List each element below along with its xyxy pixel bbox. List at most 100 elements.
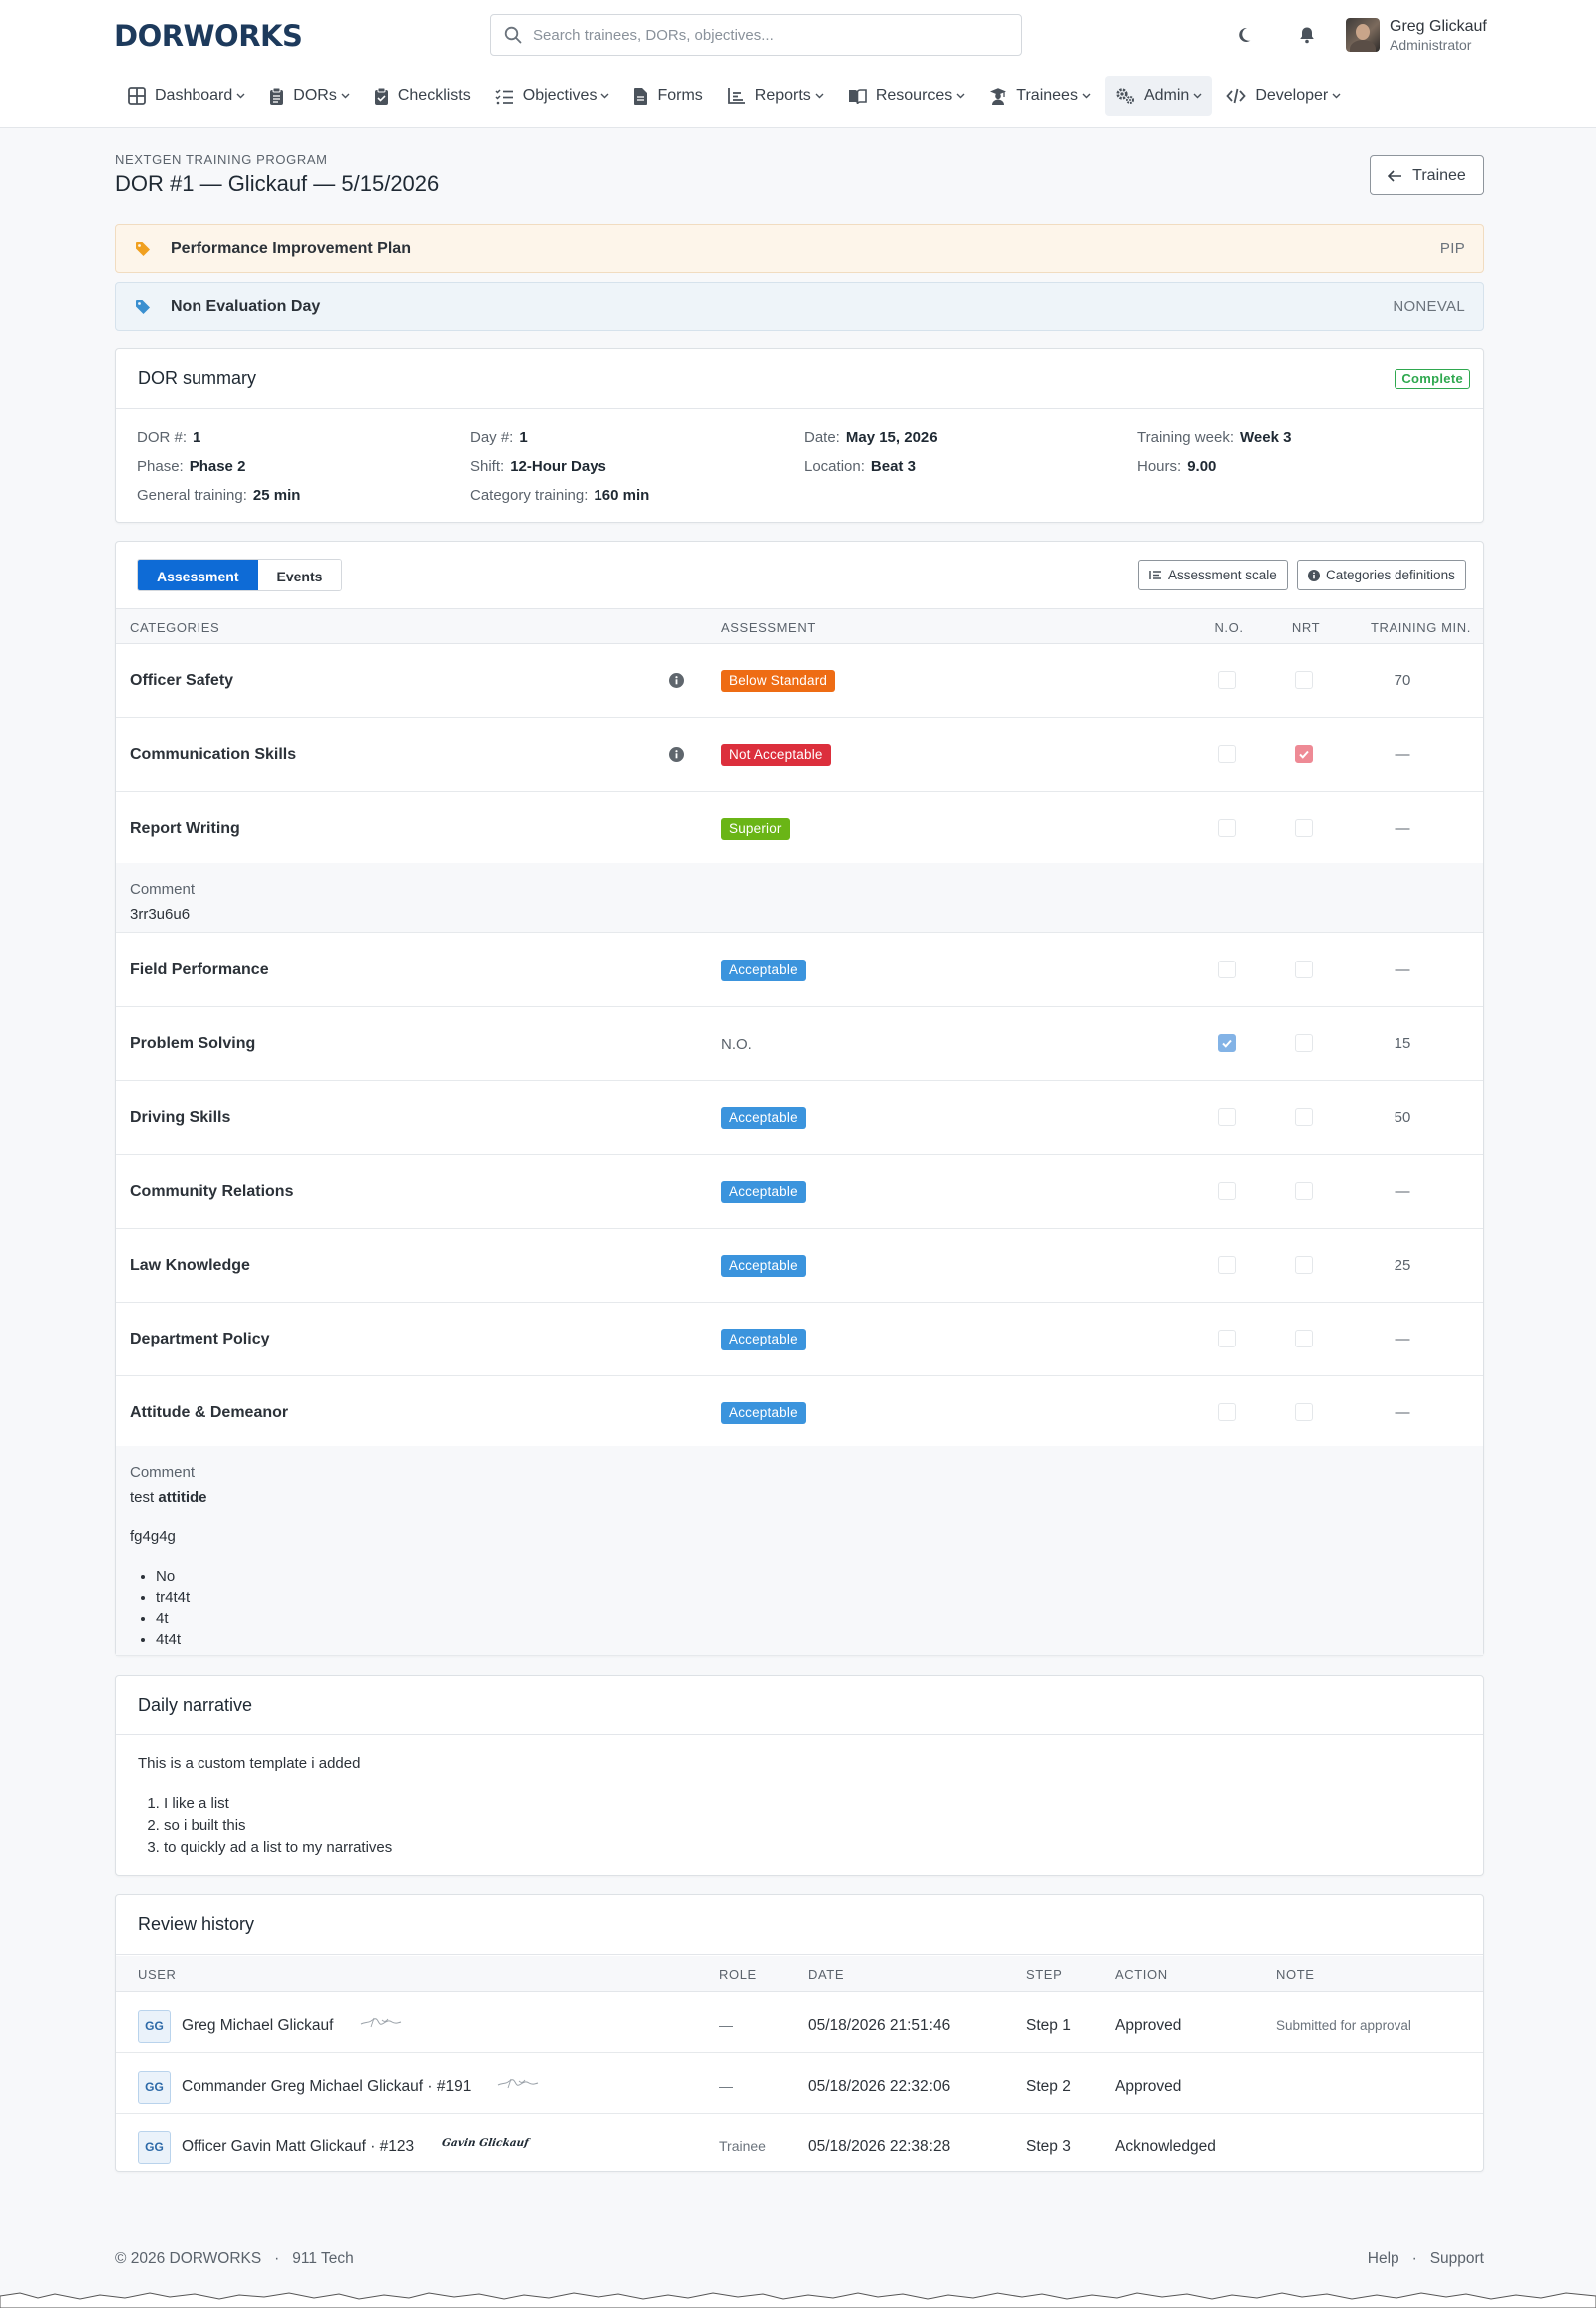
no-checkbox[interactable] <box>1218 1034 1236 1052</box>
user-menu[interactable]: Greg Glickauf Administrator <box>1346 16 1487 54</box>
info-circle-icon[interactable] <box>669 747 684 762</box>
training-minutes: 15 <box>1394 1035 1411 1052</box>
list-item: so i built this <box>164 1815 392 1837</box>
banner-label: Performance Improvement Plan <box>171 239 411 257</box>
list-item: 4t <box>156 1608 190 1629</box>
nav-label: Objectives <box>522 87 598 104</box>
no-checkbox[interactable] <box>1218 1330 1236 1347</box>
categories-definitions-button[interactable]: Categories definitions <box>1297 560 1466 590</box>
card-title: Daily narrative <box>116 1676 1483 1735</box>
review-step: Step 1 <box>1026 2017 1071 2034</box>
nav-dashboard[interactable]: Dashboard <box>118 76 255 116</box>
nrt-checkbox[interactable] <box>1295 1330 1313 1347</box>
assessment-tabs: Assessment Events <box>137 559 343 591</box>
gears-icon <box>1115 87 1135 105</box>
nav-label: Developer <box>1255 87 1329 104</box>
no-checkbox[interactable] <box>1218 1403 1236 1421</box>
category-name: Law Knowledge <box>130 1257 250 1274</box>
button-label: Categories definitions <box>1326 568 1455 582</box>
table-row: Communication Skills Not Acceptable — <box>116 718 1483 792</box>
program-kicker: NEXTGEN TRAINING PROGRAM <box>115 152 328 167</box>
category-name: Problem Solving <box>130 1035 256 1052</box>
tab-assessment[interactable]: Assessment <box>138 560 258 590</box>
nav-label: Checklists <box>397 87 471 104</box>
comment-text-line2: fg4g4g <box>130 1528 176 1545</box>
info-circle-icon[interactable] <box>669 673 684 688</box>
list-item: 4t4t <box>156 1629 190 1650</box>
no-checkbox[interactable] <box>1218 819 1236 837</box>
brand-logo[interactable]: DORWORKS <box>114 19 303 53</box>
notifications-button[interactable] <box>1295 23 1319 47</box>
no-checkbox[interactable] <box>1218 1108 1236 1126</box>
nrt-checkbox[interactable] <box>1295 819 1313 837</box>
nrt-checkbox[interactable] <box>1295 1108 1313 1126</box>
col-action: ACTION <box>1115 1967 1168 1982</box>
narrative-list: I like a list so i built this to quickly… <box>164 1793 392 1859</box>
main-nav: Dashboard DORs Checklists Objectives For… <box>118 76 1355 116</box>
bell-icon <box>1299 26 1315 44</box>
col-nrt: NRT <box>1291 620 1321 635</box>
dark-mode-toggle[interactable] <box>1235 23 1259 47</box>
table-row: Field Performance Acceptable — <box>116 934 1483 1007</box>
nrt-checkbox[interactable] <box>1295 745 1313 763</box>
nav-objectives[interactable]: Objectives <box>485 76 620 116</box>
table-row: GG Greg Michael Glickauf — 05/18/2026 21… <box>116 1992 1483 2053</box>
nrt-checkbox[interactable] <box>1295 1403 1313 1421</box>
assessment-table-header: CATEGORIES ASSESSMENT N.O. NRT TRAINING … <box>116 608 1483 644</box>
table-row: Problem Solving N.O. 15 <box>116 1007 1483 1081</box>
avatar <box>1346 18 1380 52</box>
summary-week: Training week: Week 3 <box>1137 429 1292 446</box>
back-to-trainee-button[interactable]: Trainee <box>1370 155 1484 195</box>
nav-forms[interactable]: Forms <box>623 76 712 116</box>
nrt-checkbox[interactable] <box>1295 1034 1313 1052</box>
list-item: No <box>156 1566 190 1587</box>
rating-badge: Not Acceptable <box>721 744 831 766</box>
nrt-checkbox[interactable] <box>1295 1256 1313 1274</box>
tab-events[interactable]: Events <box>257 560 342 590</box>
category-name: Report Writing <box>130 820 240 837</box>
no-checkbox[interactable] <box>1218 1256 1236 1274</box>
col-assessment: ASSESSMENT <box>721 620 816 635</box>
nrt-checkbox[interactable] <box>1295 961 1313 978</box>
nav-resources[interactable]: Resources <box>838 76 975 116</box>
no-checkbox[interactable] <box>1218 745 1236 763</box>
nrt-checkbox[interactable] <box>1295 1182 1313 1200</box>
pip-banner: Performance Improvement Plan PIP <box>115 224 1484 273</box>
rating-badge: Acceptable <box>721 1255 806 1277</box>
search-input[interactable] <box>533 16 1011 54</box>
support-link[interactable]: Support <box>1429 2250 1484 2267</box>
col-no: N.O. <box>1214 620 1244 635</box>
nav-reports[interactable]: Reports <box>717 76 834 116</box>
nrt-checkbox[interactable] <box>1295 671 1313 689</box>
help-link[interactable]: Help <box>1367 2250 1399 2267</box>
no-checkbox[interactable] <box>1218 961 1236 978</box>
category-name: Department Policy <box>130 1331 270 1347</box>
comment-attitude: Comment test attitide fg4g4g No tr4t4t 4… <box>116 1446 1483 1656</box>
no-checkbox[interactable] <box>1218 1182 1236 1200</box>
category-name: Field Performance <box>130 962 269 978</box>
no-checkbox[interactable] <box>1218 671 1236 689</box>
training-minutes: 50 <box>1394 1109 1411 1126</box>
nav-dors[interactable]: DORs <box>259 76 360 116</box>
summary-date: Date: May 15, 2026 <box>804 429 938 446</box>
review-action: Acknowledged <box>1115 2138 1216 2155</box>
nav-trainees[interactable]: Trainees <box>979 76 1101 116</box>
nav-checklists[interactable]: Checklists <box>364 76 481 116</box>
comment-bullets: No tr4t4t 4t 4t4t <box>156 1566 190 1650</box>
rating-badge: Acceptable <box>721 1402 806 1424</box>
nav-admin[interactable]: Admin <box>1104 76 1213 116</box>
rating-text: N.O. <box>721 1036 752 1053</box>
table-row: GG Officer Gavin Matt Glickauf · #123 Ga… <box>116 2114 1483 2174</box>
assessment-scale-button[interactable]: Assessment scale <box>1138 560 1288 590</box>
chevron-down-icon <box>956 93 965 99</box>
table-row: GG Commander Greg Michael Glickauf · #19… <box>116 2053 1483 2114</box>
search-icon <box>504 26 522 44</box>
list-item: I like a list <box>164 1793 392 1815</box>
training-minutes: — <box>1395 962 1410 978</box>
nav-developer[interactable]: Developer <box>1216 76 1351 116</box>
chevron-down-icon <box>600 93 609 99</box>
search-box[interactable] <box>490 14 1022 56</box>
footer-separator: · <box>1411 2250 1417 2267</box>
button-label: Assessment scale <box>1168 568 1277 582</box>
page-footer: © 2026 DORWORKS · 911 Tech Help · Suppor… <box>115 2250 1484 2268</box>
